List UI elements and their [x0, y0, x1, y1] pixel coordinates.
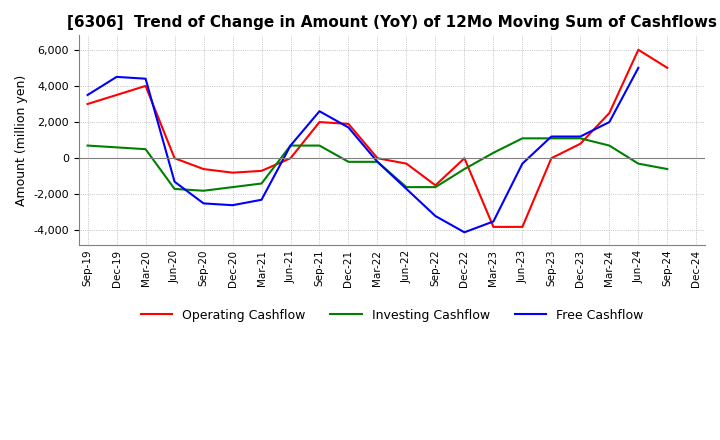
Operating Cashflow — [315, 119, 324, 125]
Free Cashflow — [373, 159, 382, 165]
Investing Cashflow — [605, 143, 613, 148]
Free Cashflow — [344, 125, 353, 130]
Operating Cashflow — [605, 110, 613, 116]
Free Cashflow — [170, 179, 179, 184]
Operating Cashflow — [663, 65, 672, 70]
Investing Cashflow — [460, 166, 469, 172]
Free Cashflow — [576, 134, 585, 139]
Title: [6306]  Trend of Change in Amount (YoY) of 12Mo Moving Sum of Cashflows: [6306] Trend of Change in Amount (YoY) o… — [67, 15, 717, 30]
Free Cashflow — [402, 186, 411, 191]
Free Cashflow — [315, 109, 324, 114]
Investing Cashflow — [547, 136, 556, 141]
Free Cashflow — [518, 161, 527, 166]
Y-axis label: Amount (million yen): Amount (million yen) — [15, 74, 28, 206]
Line: Investing Cashflow: Investing Cashflow — [88, 138, 667, 191]
Investing Cashflow — [199, 188, 208, 194]
Investing Cashflow — [489, 150, 498, 155]
Free Cashflow — [112, 74, 121, 80]
Operating Cashflow — [112, 92, 121, 98]
Operating Cashflow — [402, 161, 411, 166]
Investing Cashflow — [112, 145, 121, 150]
Free Cashflow — [431, 213, 440, 219]
Free Cashflow — [199, 201, 208, 206]
Operating Cashflow — [170, 156, 179, 161]
Free Cashflow — [286, 143, 294, 148]
Investing Cashflow — [170, 186, 179, 191]
Free Cashflow — [547, 134, 556, 139]
Investing Cashflow — [634, 161, 643, 166]
Free Cashflow — [141, 76, 150, 81]
Investing Cashflow — [576, 136, 585, 141]
Free Cashflow — [84, 92, 92, 98]
Line: Operating Cashflow: Operating Cashflow — [88, 50, 667, 227]
Operating Cashflow — [634, 47, 643, 52]
Operating Cashflow — [460, 156, 469, 161]
Investing Cashflow — [663, 166, 672, 172]
Operating Cashflow — [286, 156, 294, 161]
Line: Free Cashflow: Free Cashflow — [88, 68, 639, 232]
Operating Cashflow — [344, 121, 353, 127]
Free Cashflow — [634, 65, 643, 70]
Operating Cashflow — [431, 183, 440, 188]
Investing Cashflow — [373, 159, 382, 165]
Investing Cashflow — [286, 143, 294, 148]
Operating Cashflow — [228, 170, 237, 175]
Free Cashflow — [257, 197, 266, 202]
Free Cashflow — [489, 219, 498, 224]
Operating Cashflow — [373, 156, 382, 161]
Investing Cashflow — [344, 159, 353, 165]
Investing Cashflow — [518, 136, 527, 141]
Investing Cashflow — [228, 184, 237, 190]
Investing Cashflow — [315, 143, 324, 148]
Operating Cashflow — [199, 166, 208, 172]
Operating Cashflow — [141, 83, 150, 88]
Operating Cashflow — [547, 156, 556, 161]
Operating Cashflow — [518, 224, 527, 230]
Investing Cashflow — [431, 184, 440, 190]
Investing Cashflow — [141, 147, 150, 152]
Operating Cashflow — [576, 141, 585, 147]
Investing Cashflow — [84, 143, 92, 148]
Free Cashflow — [460, 230, 469, 235]
Operating Cashflow — [489, 224, 498, 230]
Legend: Operating Cashflow, Investing Cashflow, Free Cashflow: Operating Cashflow, Investing Cashflow, … — [135, 304, 648, 327]
Free Cashflow — [228, 202, 237, 208]
Operating Cashflow — [257, 168, 266, 173]
Operating Cashflow — [84, 101, 92, 106]
Free Cashflow — [605, 119, 613, 125]
Investing Cashflow — [257, 181, 266, 186]
Investing Cashflow — [402, 184, 411, 190]
